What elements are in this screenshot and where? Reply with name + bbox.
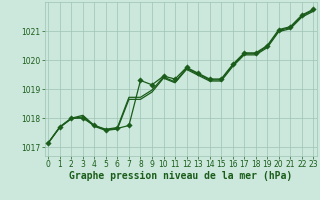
X-axis label: Graphe pression niveau de la mer (hPa): Graphe pression niveau de la mer (hPa) [69,171,292,181]
